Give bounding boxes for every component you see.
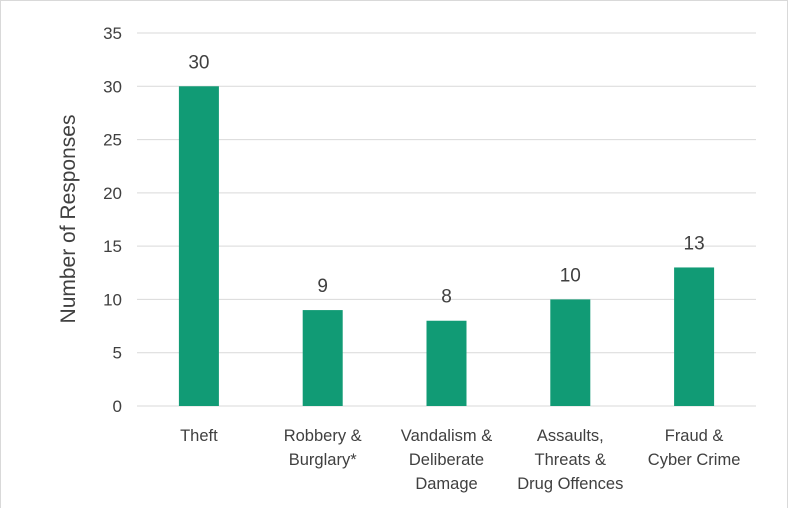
bar xyxy=(550,299,591,406)
bar xyxy=(426,320,467,406)
y-axis-label: Number of Responses xyxy=(57,115,80,324)
y-tick-label: 25 xyxy=(103,131,122,150)
x-category-label: Fraud & Cyber Crime xyxy=(648,427,741,469)
data-label: 9 xyxy=(317,276,328,297)
y-axis-tick-labels: 0 5 10 15 20 25 30 35 xyxy=(103,24,122,416)
y-tick-label: 10 xyxy=(103,290,122,309)
y-tick-label: 15 xyxy=(103,237,122,256)
data-labels: 30 9 8 10 13 xyxy=(188,52,704,307)
data-label: 8 xyxy=(441,287,452,308)
x-category-label: Vandalism & Deliberate Damage xyxy=(401,427,492,493)
y-tick-label: 5 xyxy=(113,344,122,363)
bar xyxy=(178,86,219,407)
x-category-label: Theft xyxy=(180,427,218,445)
bar xyxy=(674,267,715,406)
bar xyxy=(302,310,343,406)
y-tick-label: 0 xyxy=(113,397,122,416)
x-category-label: Assaults, Threats & Drug Offences xyxy=(517,427,623,493)
data-label: 30 xyxy=(188,52,209,73)
y-tick-label: 35 xyxy=(103,24,122,43)
data-label: 13 xyxy=(684,233,705,254)
bars xyxy=(178,86,715,407)
x-category-label: Robbery & Burglary* xyxy=(284,427,362,469)
y-tick-label: 20 xyxy=(103,184,122,203)
x-axis-category-labels: Theft Robbery & Burglary* Vandalism & Delibe… xyxy=(180,427,740,493)
y-tick-label: 30 xyxy=(103,77,122,96)
gridlines xyxy=(137,32,756,407)
data-label: 10 xyxy=(560,265,581,286)
